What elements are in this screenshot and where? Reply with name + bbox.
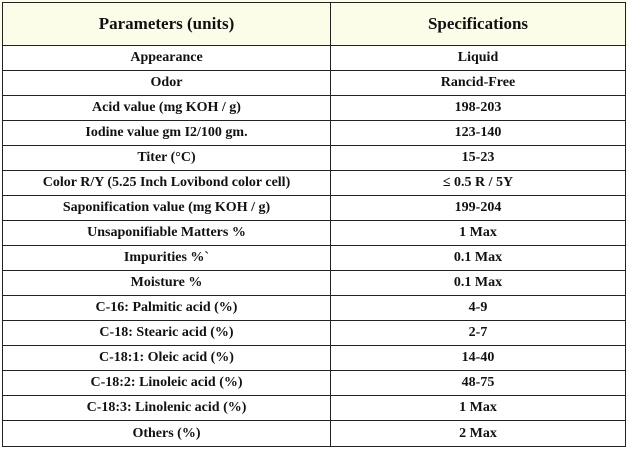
parameter-cell: C-16: Palmitic acid (%) <box>2 295 331 321</box>
table-row: C-18:3: Linolenic acid (%) 1 Max <box>2 395 626 421</box>
parameter-cell: C-18: Stearic acid (%) <box>2 320 331 346</box>
specification-cell: 2 Max <box>330 420 626 447</box>
parameter-cell: Odor <box>2 70 331 96</box>
table-row: C-18: Stearic acid (%) 2-7 <box>2 320 626 346</box>
table-row: Iodine value gm I2/100 gm. 123-140 <box>2 120 626 146</box>
specification-cell: Rancid-Free <box>330 70 626 96</box>
table-row: C-16: Palmitic acid (%) 4-9 <box>2 295 626 321</box>
parameter-cell: C-18:2: Linoleic acid (%) <box>2 370 331 396</box>
parameter-cell: Impurities %` <box>2 245 331 271</box>
parameter-cell: C-18:1: Oleic acid (%) <box>2 345 331 371</box>
header-specifications: Specifications <box>330 2 626 46</box>
specification-cell: 48-75 <box>330 370 626 396</box>
specification-cell: 2-7 <box>330 320 626 346</box>
specification-cell: 198-203 <box>330 95 626 121</box>
table-row: Others (%) 2 Max <box>2 420 626 447</box>
parameter-cell: Iodine value gm I2/100 gm. <box>2 120 331 146</box>
parameter-cell: Color R/Y (5.25 Inch Lovibond color cell… <box>2 170 331 196</box>
table-row: Impurities %` 0.1 Max <box>2 245 626 271</box>
table-header: Parameters (units) Specifications <box>2 2 626 46</box>
table-row: Acid value (mg KOH / g) 198-203 <box>2 95 626 121</box>
parameter-cell: Titer (°C) <box>2 145 331 171</box>
parameter-cell: Others (%) <box>2 420 331 447</box>
table-row: C-18:2: Linoleic acid (%) 48-75 <box>2 370 626 396</box>
table-body: Appearance Liquid Odor Rancid-Free Acid valu… <box>2 45 626 447</box>
table-row: Titer (°C) 15-23 <box>2 145 626 171</box>
table-row: Appearance Liquid <box>2 45 626 71</box>
parameter-cell: Saponification value (mg KOH / g) <box>2 195 331 221</box>
table-row: Odor Rancid-Free <box>2 70 626 96</box>
specification-cell: 14-40 <box>330 345 626 371</box>
header-row: Parameters (units) Specifications <box>2 2 626 46</box>
specification-cell: 1 Max <box>330 220 626 246</box>
specification-cell: 15-23 <box>330 145 626 171</box>
parameter-cell: C-18:3: Linolenic acid (%) <box>2 395 331 421</box>
parameter-cell: Unsaponifiable Matters % <box>2 220 331 246</box>
table-row: Moisture % 0.1 Max <box>2 270 626 296</box>
table-row: Unsaponifiable Matters % 1 Max <box>2 220 626 246</box>
specification-cell: 1 Max <box>330 395 626 421</box>
table-row: C-18:1: Oleic acid (%) 14-40 <box>2 345 626 371</box>
table-row: Color R/Y (5.25 Inch Lovibond color cell… <box>2 170 626 196</box>
specification-cell: 0.1 Max <box>330 270 626 296</box>
specification-cell: 123-140 <box>330 120 626 146</box>
parameter-cell: Moisture % <box>2 270 331 296</box>
specification-cell: 0.1 Max <box>330 245 626 271</box>
specification-cell: Liquid <box>330 45 626 71</box>
parameter-cell: Acid value (mg KOH / g) <box>2 95 331 121</box>
specification-cell: ≤ 0.5 R / 5Y <box>330 170 626 196</box>
parameter-cell: Appearance <box>2 45 331 71</box>
table-row: Saponification value (mg KOH / g) 199-204 <box>2 195 626 221</box>
specification-cell: 4-9 <box>330 295 626 321</box>
header-parameters: Parameters (units) <box>2 2 331 46</box>
specification-cell: 199-204 <box>330 195 626 221</box>
